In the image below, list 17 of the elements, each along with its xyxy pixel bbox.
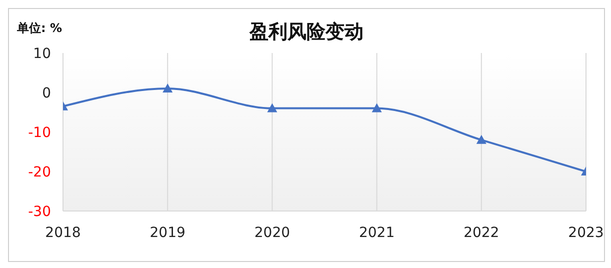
point [267, 103, 278, 112]
x-tick-label: 2020 [254, 224, 290, 241]
point [476, 134, 486, 144]
x-tick-label: 2023 [568, 224, 604, 241]
chart-title: 盈利风险变动 [250, 21, 364, 43]
point [162, 84, 173, 93]
x-tick-label: 2021 [358, 224, 395, 241]
y-tick-label: 10 [33, 46, 51, 62]
x-tick-label: 2019 [150, 224, 186, 241]
y-tick-label: -10 [28, 125, 51, 141]
x-tick-label: 2022 [464, 224, 500, 241]
y-tick-label: -30 [28, 204, 51, 220]
y-axis-title: 单位: % [17, 20, 62, 37]
y-tick-label: -20 [28, 164, 51, 180]
x-tick-label: 2018 [45, 224, 81, 241]
point [372, 103, 382, 112]
y-tick-label: 0 [42, 86, 51, 102]
